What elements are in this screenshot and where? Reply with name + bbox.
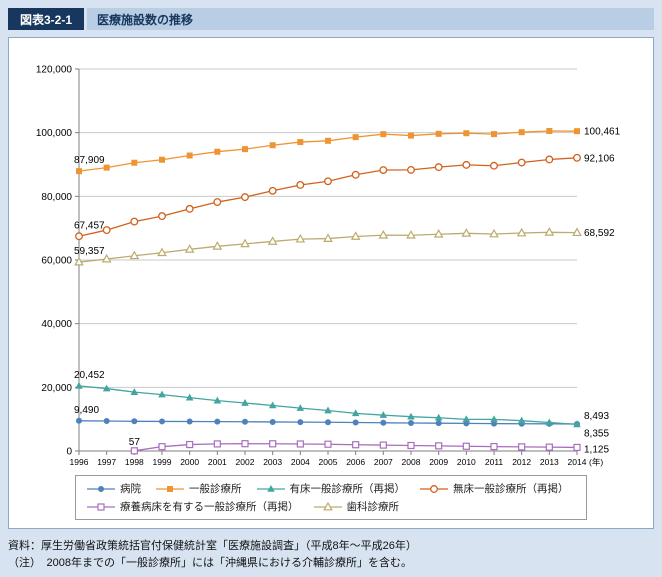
svg-text:120,000: 120,000: [36, 65, 73, 76]
svg-text:59,357: 59,357: [74, 246, 105, 257]
svg-text:87,909: 87,909: [74, 155, 105, 166]
svg-text:2001: 2001: [208, 457, 227, 467]
figure-number-tag: 図表3-2-1: [8, 8, 85, 30]
legend-marker-icon: [156, 485, 184, 492]
svg-text:60,000: 60,000: [41, 256, 72, 267]
legend-label: 歯科診療所: [346, 501, 400, 513]
legend-label: 有床一般診療所（再掲）: [289, 483, 406, 495]
svg-text:9,490: 9,490: [74, 405, 99, 416]
legend-label: 無床一般診療所（再掲）: [453, 483, 569, 495]
svg-text:1998: 1998: [125, 457, 144, 467]
chart-legend: 病院 一般診療所 有床一般診療所（再掲） 無床一般診療所（再掲） 療養病床を有する一般診…: [75, 475, 587, 520]
svg-text:0: 0: [66, 447, 72, 458]
svg-text:2005: 2005: [319, 457, 338, 467]
svg-text:2011: 2011: [485, 457, 504, 467]
svg-text:1,125: 1,125: [584, 444, 609, 455]
svg-text:80,000: 80,000: [41, 192, 72, 203]
footer: 資料：厚生労働省政策統括官付保健統計室「医療施設調査」（平成8年～平成26年） …: [8, 538, 654, 571]
chart-panel: 0 20,000 40,000 60,000 80,000 100,000 120,000 1…: [8, 37, 654, 529]
svg-text:2010: 2010: [457, 457, 476, 467]
svg-text:57: 57: [129, 437, 141, 448]
page-title: 医療施設数の推移: [87, 8, 654, 30]
chart-svg: 0 20,000 40,000 60,000 80,000 100,000 120,000 1…: [36, 65, 621, 468]
svg-text:2014: 2014: [568, 457, 587, 467]
legend-label: 療養病床を有する一般診療所（再掲）: [120, 501, 299, 513]
legend-item: 有床一般診療所（再掲）: [256, 481, 406, 496]
legend-item: 歯科診療所: [313, 499, 400, 514]
legend-label: 病院: [120, 483, 141, 495]
svg-text:20,000: 20,000: [41, 383, 72, 394]
svg-text:2006: 2006: [346, 457, 365, 467]
legend-label: 一般診療所: [189, 483, 242, 495]
legend-marker-icon: [420, 484, 448, 493]
svg-text:40,000: 40,000: [41, 319, 72, 330]
svg-text:2002: 2002: [236, 457, 255, 467]
legend-marker-icon: [256, 484, 285, 492]
svg-text:2013: 2013: [540, 457, 559, 467]
figure-header: 図表3-2-1 医療施設数の推移: [8, 8, 654, 30]
svg-text:2012: 2012: [512, 457, 531, 467]
svg-text:2009: 2009: [429, 457, 448, 467]
svg-text:2007: 2007: [374, 457, 393, 467]
svg-text:(年): (年): [589, 457, 603, 467]
svg-text:8,355: 8,355: [584, 428, 609, 439]
legend-item: 一般診療所: [155, 481, 242, 496]
svg-text:2004: 2004: [291, 457, 310, 467]
svg-text:68,592: 68,592: [584, 228, 615, 239]
note-text: （注） 2008年までの「一般診療所」には「沖縄県における介輔診療所」を含む。: [8, 556, 412, 569]
svg-text:2003: 2003: [263, 457, 282, 467]
svg-text:100,000: 100,000: [36, 128, 73, 139]
legend-marker-icon: [313, 501, 342, 510]
legend-marker-icon: [87, 485, 115, 492]
svg-text:2008: 2008: [402, 457, 421, 467]
legend-item: 療養病床を有する一般診療所（再掲）: [86, 499, 299, 514]
svg-text:67,457: 67,457: [74, 220, 105, 231]
svg-text:8,493: 8,493: [584, 411, 609, 422]
svg-text:2000: 2000: [180, 457, 199, 467]
legend-item: 病院: [86, 481, 141, 496]
svg-text:100,461: 100,461: [584, 127, 621, 138]
svg-text:20,452: 20,452: [74, 370, 105, 381]
svg-text:92,106: 92,106: [584, 153, 615, 164]
legend-item: 無床一般診療所（再掲）: [419, 481, 569, 496]
legend-marker-icon: [87, 502, 115, 511]
svg-text:1996: 1996: [70, 457, 89, 467]
source-text: 資料：厚生労働省政策統括官付保健統計室「医療施設調査」（平成8年～平成26年）: [8, 540, 417, 552]
svg-text:1999: 1999: [153, 457, 172, 467]
svg-text:1997: 1997: [97, 457, 116, 467]
